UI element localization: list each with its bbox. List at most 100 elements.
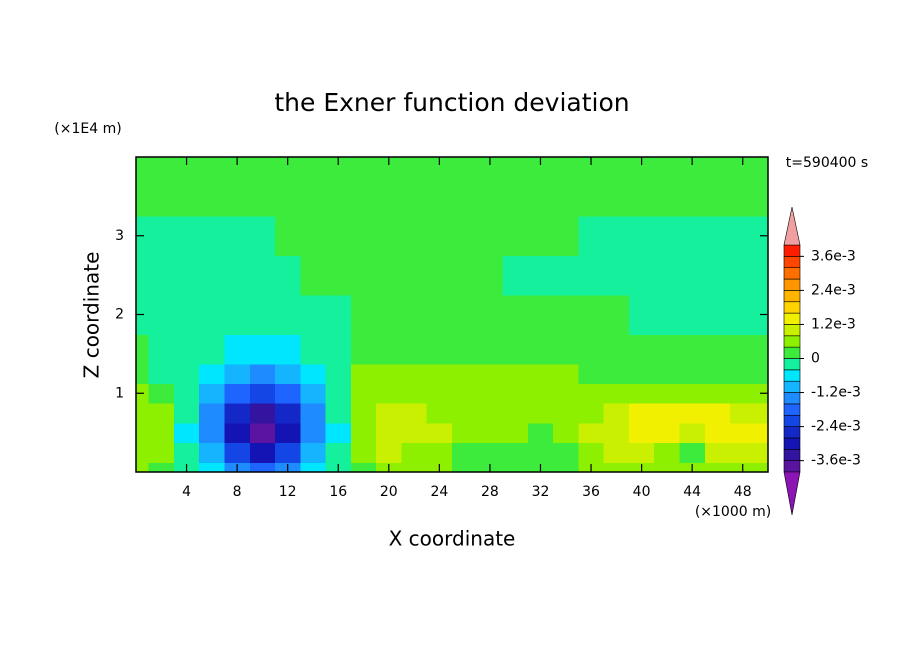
contour-cell bbox=[173, 403, 200, 424]
contour-cell bbox=[502, 216, 529, 257]
contour-cell bbox=[249, 422, 276, 444]
contour-cell bbox=[452, 176, 478, 217]
contour-cell bbox=[350, 383, 377, 404]
contour-cell bbox=[325, 176, 352, 217]
contour-cell bbox=[136, 176, 150, 217]
contour-cell bbox=[426, 334, 453, 365]
contour-cell bbox=[136, 157, 150, 178]
contour-cell bbox=[578, 334, 605, 365]
contour-cell bbox=[376, 157, 403, 178]
contour-cell bbox=[376, 176, 403, 217]
contour-cell bbox=[401, 216, 428, 257]
contour-cell bbox=[275, 294, 301, 335]
contour-cell bbox=[275, 442, 301, 463]
contour-cell bbox=[679, 216, 706, 257]
contour-cell bbox=[452, 334, 478, 365]
colorbar-segment bbox=[783, 301, 801, 314]
contour-cell bbox=[527, 422, 554, 444]
contour-cell bbox=[173, 176, 200, 217]
contour-cell bbox=[401, 383, 428, 404]
contour-cell bbox=[350, 334, 377, 365]
contour-cell bbox=[173, 422, 200, 444]
contour-cell bbox=[148, 422, 175, 444]
time-annotation: t=590400 s bbox=[786, 155, 868, 171]
contour-cell bbox=[755, 176, 768, 217]
contour-cell bbox=[199, 255, 226, 296]
contour-cell bbox=[452, 363, 478, 385]
x-tick-label: 4 bbox=[182, 484, 191, 500]
contour-cell bbox=[350, 363, 377, 385]
colorbar-under bbox=[783, 471, 801, 516]
contour-cell bbox=[401, 255, 428, 296]
contour-cell bbox=[249, 157, 276, 178]
x-tick-label: 20 bbox=[380, 484, 398, 500]
contour-cell bbox=[578, 294, 605, 335]
contour-cell bbox=[603, 294, 630, 335]
contour-cell bbox=[224, 403, 251, 424]
x-tick-label: 12 bbox=[279, 484, 297, 500]
contour-cell bbox=[350, 442, 377, 463]
contour-cell bbox=[603, 422, 630, 444]
contour-cell bbox=[199, 422, 226, 444]
contour-cell bbox=[477, 442, 504, 463]
contour-cell bbox=[426, 176, 453, 217]
contour-cell bbox=[300, 442, 327, 463]
contour-cell bbox=[401, 176, 428, 217]
contour-cell bbox=[553, 216, 579, 257]
contour-cell bbox=[249, 462, 276, 472]
contour-cell bbox=[502, 334, 529, 365]
contour-cell bbox=[679, 422, 706, 444]
contour-cell bbox=[325, 157, 352, 178]
contour-cell bbox=[199, 157, 226, 178]
contour-cell bbox=[401, 363, 428, 385]
contour-cell bbox=[553, 442, 579, 463]
colorbar-segment bbox=[783, 335, 801, 348]
contour-cell bbox=[249, 255, 276, 296]
contour-cell bbox=[654, 442, 681, 463]
contour-cell bbox=[679, 294, 706, 335]
contour-cell bbox=[679, 334, 706, 365]
contour-cell bbox=[275, 403, 301, 424]
contour-cell bbox=[452, 216, 478, 257]
contour-cell bbox=[603, 363, 630, 385]
contour-cell bbox=[654, 422, 681, 444]
contour-cell bbox=[477, 383, 504, 404]
contour-cell bbox=[502, 462, 529, 472]
contour-cell bbox=[527, 157, 554, 178]
contour-cell bbox=[578, 157, 605, 178]
x-tick-label: 40 bbox=[633, 484, 651, 500]
colorbar-segment bbox=[783, 312, 801, 325]
contour-cell bbox=[755, 403, 768, 424]
colorbar-segment bbox=[783, 324, 801, 337]
x-tick-label: 48 bbox=[734, 484, 752, 500]
contour-cell bbox=[224, 383, 251, 404]
contour-cell bbox=[173, 157, 200, 178]
contour-cell bbox=[654, 294, 681, 335]
contour-cell bbox=[477, 294, 504, 335]
contour-cell bbox=[603, 176, 630, 217]
x-tick-label: 32 bbox=[532, 484, 550, 500]
contour-cell bbox=[350, 216, 377, 257]
x-tick-label: 16 bbox=[329, 484, 347, 500]
y-axis-label: Z coordinate bbox=[80, 252, 104, 379]
contour-cell bbox=[553, 462, 579, 472]
contour-cell bbox=[300, 403, 327, 424]
contour-cell bbox=[578, 442, 605, 463]
contour-cell bbox=[136, 403, 150, 424]
x-tick-label: 8 bbox=[233, 484, 242, 500]
contour-cell bbox=[502, 422, 529, 444]
contour-cell bbox=[426, 157, 453, 178]
contour-cell bbox=[477, 403, 504, 424]
contour-cell bbox=[148, 176, 175, 217]
contour-cell bbox=[148, 442, 175, 463]
contour-cell bbox=[502, 403, 529, 424]
contour-cell bbox=[300, 422, 327, 444]
contour-cell bbox=[199, 383, 226, 404]
contour-cell bbox=[300, 216, 327, 257]
contour-cell bbox=[136, 255, 150, 296]
x-tick-label: 44 bbox=[683, 484, 701, 500]
colorbar-tick-label: 2.4e-3 bbox=[811, 282, 856, 298]
colorbar-segment bbox=[783, 256, 801, 269]
colorbar-segment bbox=[783, 278, 801, 291]
